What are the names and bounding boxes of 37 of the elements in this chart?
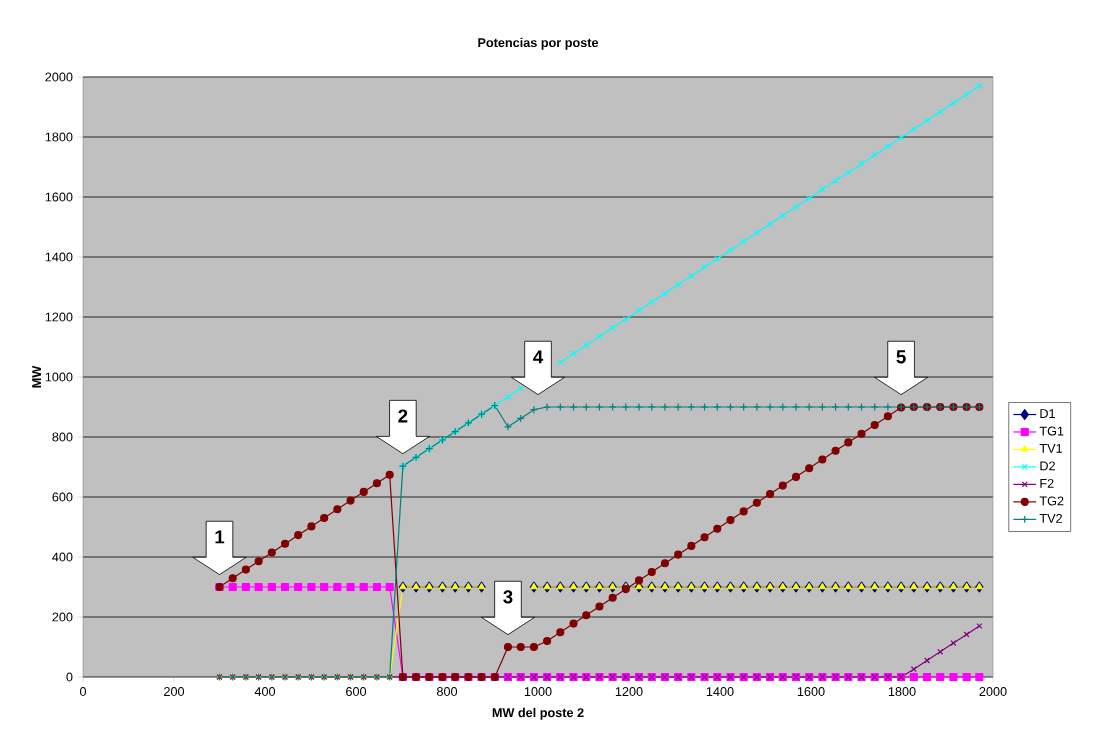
x-axis-title: MW del poste 2 bbox=[492, 707, 584, 720]
y-tick-label: 800 bbox=[52, 432, 73, 442]
chart-title: Potencias por poste bbox=[478, 37, 599, 50]
legend-label: TV2 bbox=[1039, 513, 1062, 523]
y-tick-label: 2000 bbox=[45, 72, 73, 82]
legend-label: D1 bbox=[1040, 409, 1055, 418]
annotation: 3 bbox=[503, 590, 513, 604]
y-axis-title: MW bbox=[32, 365, 41, 388]
x-tick-label: 1200 bbox=[615, 687, 643, 697]
annotation: 2 bbox=[398, 409, 408, 423]
annotation: 1 bbox=[215, 530, 225, 544]
y-tick-label: 1800 bbox=[45, 132, 73, 142]
x-tick-label: 1800 bbox=[888, 687, 916, 697]
annotation: 4 bbox=[533, 350, 544, 364]
y-tick-label: 1400 bbox=[45, 252, 73, 262]
y-tick-label: 1600 bbox=[45, 192, 73, 202]
x-tick-label: 2000 bbox=[979, 687, 1007, 697]
y-tick-label: 400 bbox=[52, 552, 73, 562]
x-tick-label: 200 bbox=[164, 687, 185, 697]
legend-label: TG2 bbox=[1039, 496, 1064, 506]
y-tick-label: 600 bbox=[52, 492, 73, 502]
legend-label: TV1 bbox=[1039, 444, 1062, 453]
y-tick-label: 0 bbox=[66, 672, 73, 682]
x-tick-label: 1400 bbox=[706, 687, 734, 697]
x-tick-label: 1000 bbox=[524, 687, 552, 697]
legend-label: D2 bbox=[1040, 461, 1055, 471]
annotation: 5 bbox=[896, 350, 906, 364]
x-tick-label: 1600 bbox=[797, 687, 825, 697]
legend-label: F2 bbox=[1040, 478, 1054, 488]
y-tick-label: 1000 bbox=[45, 372, 73, 382]
x-tick-label: 0 bbox=[79, 687, 87, 697]
y-tick-label: 200 bbox=[52, 612, 73, 622]
x-tick-label: 400 bbox=[254, 687, 276, 697]
x-tick-label: 800 bbox=[436, 687, 458, 697]
x-tick-label: 600 bbox=[346, 687, 367, 697]
y-tick-label: 1200 bbox=[45, 312, 73, 322]
legend-label: TG1 bbox=[1039, 426, 1064, 436]
